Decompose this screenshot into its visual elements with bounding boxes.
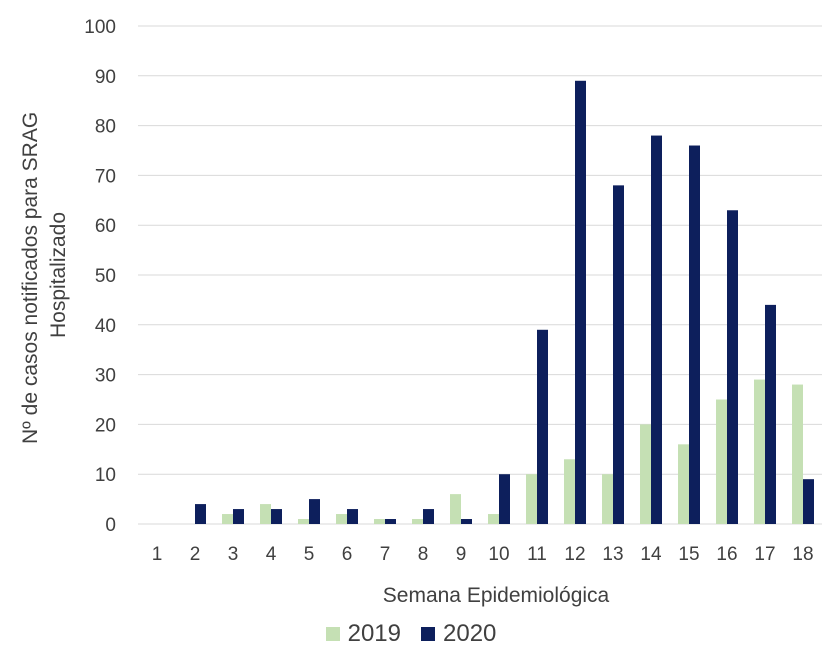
x-tick-label: 15 [678, 544, 699, 565]
bar-2019-week-17 [754, 379, 765, 524]
y-tick-label: 50 [95, 266, 116, 287]
bar-2019-week-6 [336, 514, 347, 524]
x-tick-label: 17 [754, 544, 775, 565]
bar-2019-week-10 [488, 514, 499, 524]
legend-swatch-2020 [421, 627, 435, 641]
y-axis-title: Nº de casos notificados para SRAG Hospit… [19, 106, 70, 444]
y-tick-label: 30 [95, 366, 116, 387]
bars [195, 80, 814, 525]
y-tick-label: 0 [105, 515, 116, 536]
y-tick-label: 40 [95, 316, 116, 337]
y-tick-label: 10 [95, 465, 116, 486]
bar-2020-week-8 [423, 509, 434, 524]
x-tick-label: 3 [228, 544, 239, 565]
bar-2019-week-7 [374, 519, 385, 524]
gridlines [138, 25, 822, 525]
bar-2020-week-12 [575, 80, 586, 524]
x-tick-label: 10 [488, 544, 509, 565]
bar-2019-week-4 [260, 504, 271, 524]
bar-2020-week-7 [385, 519, 396, 524]
x-tick-label: 8 [418, 544, 429, 565]
x-tick-label: 1 [152, 544, 163, 565]
x-tick-label: 14 [640, 544, 662, 565]
legend-label-2020: 2020 [443, 620, 497, 647]
bar-2020-week-4 [271, 509, 282, 524]
y-tick-label: 60 [95, 216, 116, 237]
x-tick-label: 4 [266, 544, 277, 565]
bar-2019-week-9 [450, 494, 461, 524]
bar-2020-week-13 [613, 185, 624, 525]
bar-2020-week-18 [803, 479, 814, 524]
bar-2020-week-16 [727, 210, 738, 524]
y-tick-label: 20 [95, 415, 116, 436]
bar-2020-week-9 [461, 519, 472, 524]
bar-2020-week-14 [651, 135, 662, 524]
bar-2019-week-3 [222, 514, 233, 524]
bar-2020-week-10 [499, 474, 510, 524]
y-tick-label: 100 [84, 17, 116, 38]
bar-2020-week-6 [347, 509, 358, 524]
bar-2020-week-11 [537, 329, 548, 524]
legend: 2019 2020 [0, 620, 822, 648]
bar-2020-week-2 [195, 504, 206, 524]
y-tick-label: 90 [95, 67, 116, 88]
x-tick-label: 6 [342, 544, 353, 565]
x-tick-label: 18 [792, 544, 813, 565]
bar-2020-week-3 [233, 509, 244, 524]
x-tick-label: 2 [190, 544, 201, 565]
x-tick-label: 11 [527, 544, 547, 565]
y-axis-tick-labels: 0 10 20 30 40 50 60 70 80 90 100 [84, 17, 116, 536]
x-tick-label: 9 [456, 544, 467, 565]
y-axis-title-line-1: Nº de casos notificados para SRAG [19, 112, 42, 444]
bar-2020-week-17 [765, 304, 776, 524]
x-tick-label: 16 [716, 544, 737, 565]
y-axis-title-line-2: Hospitalizado [47, 212, 70, 338]
bar-2019-week-11 [526, 474, 537, 524]
y-tick-label: 70 [95, 166, 116, 187]
bar-2020-week-15 [689, 145, 700, 524]
y-tick-label: 80 [95, 117, 116, 138]
x-tick-label: 5 [304, 544, 315, 565]
legend-item-2020: 2020 [421, 620, 496, 648]
bar-2019-week-15 [678, 444, 689, 524]
bar-2019-week-16 [716, 399, 727, 524]
bar-2020-week-5 [309, 499, 320, 524]
bar-2019-week-5 [298, 519, 309, 524]
x-tick-label: 13 [602, 544, 623, 565]
x-tick-label: 7 [380, 544, 391, 565]
x-axis-title: Semana Epidemiológica [383, 584, 610, 607]
bar-2019-week-14 [640, 424, 651, 524]
legend-label-2019: 2019 [347, 620, 401, 647]
bar-2019-week-12 [564, 459, 575, 524]
legend-swatch-2019 [325, 627, 340, 641]
bar-2019-week-13 [602, 474, 613, 524]
x-axis-tick-labels: 1 2 3 4 5 6 7 8 9 10 11 12 13 14 15 16 17 18 [152, 544, 814, 565]
x-tick-label: 12 [564, 544, 585, 565]
bar-2019-week-18 [792, 384, 803, 524]
bar-2019-week-8 [412, 519, 423, 524]
legend-item-2019: 2019 [325, 620, 401, 648]
